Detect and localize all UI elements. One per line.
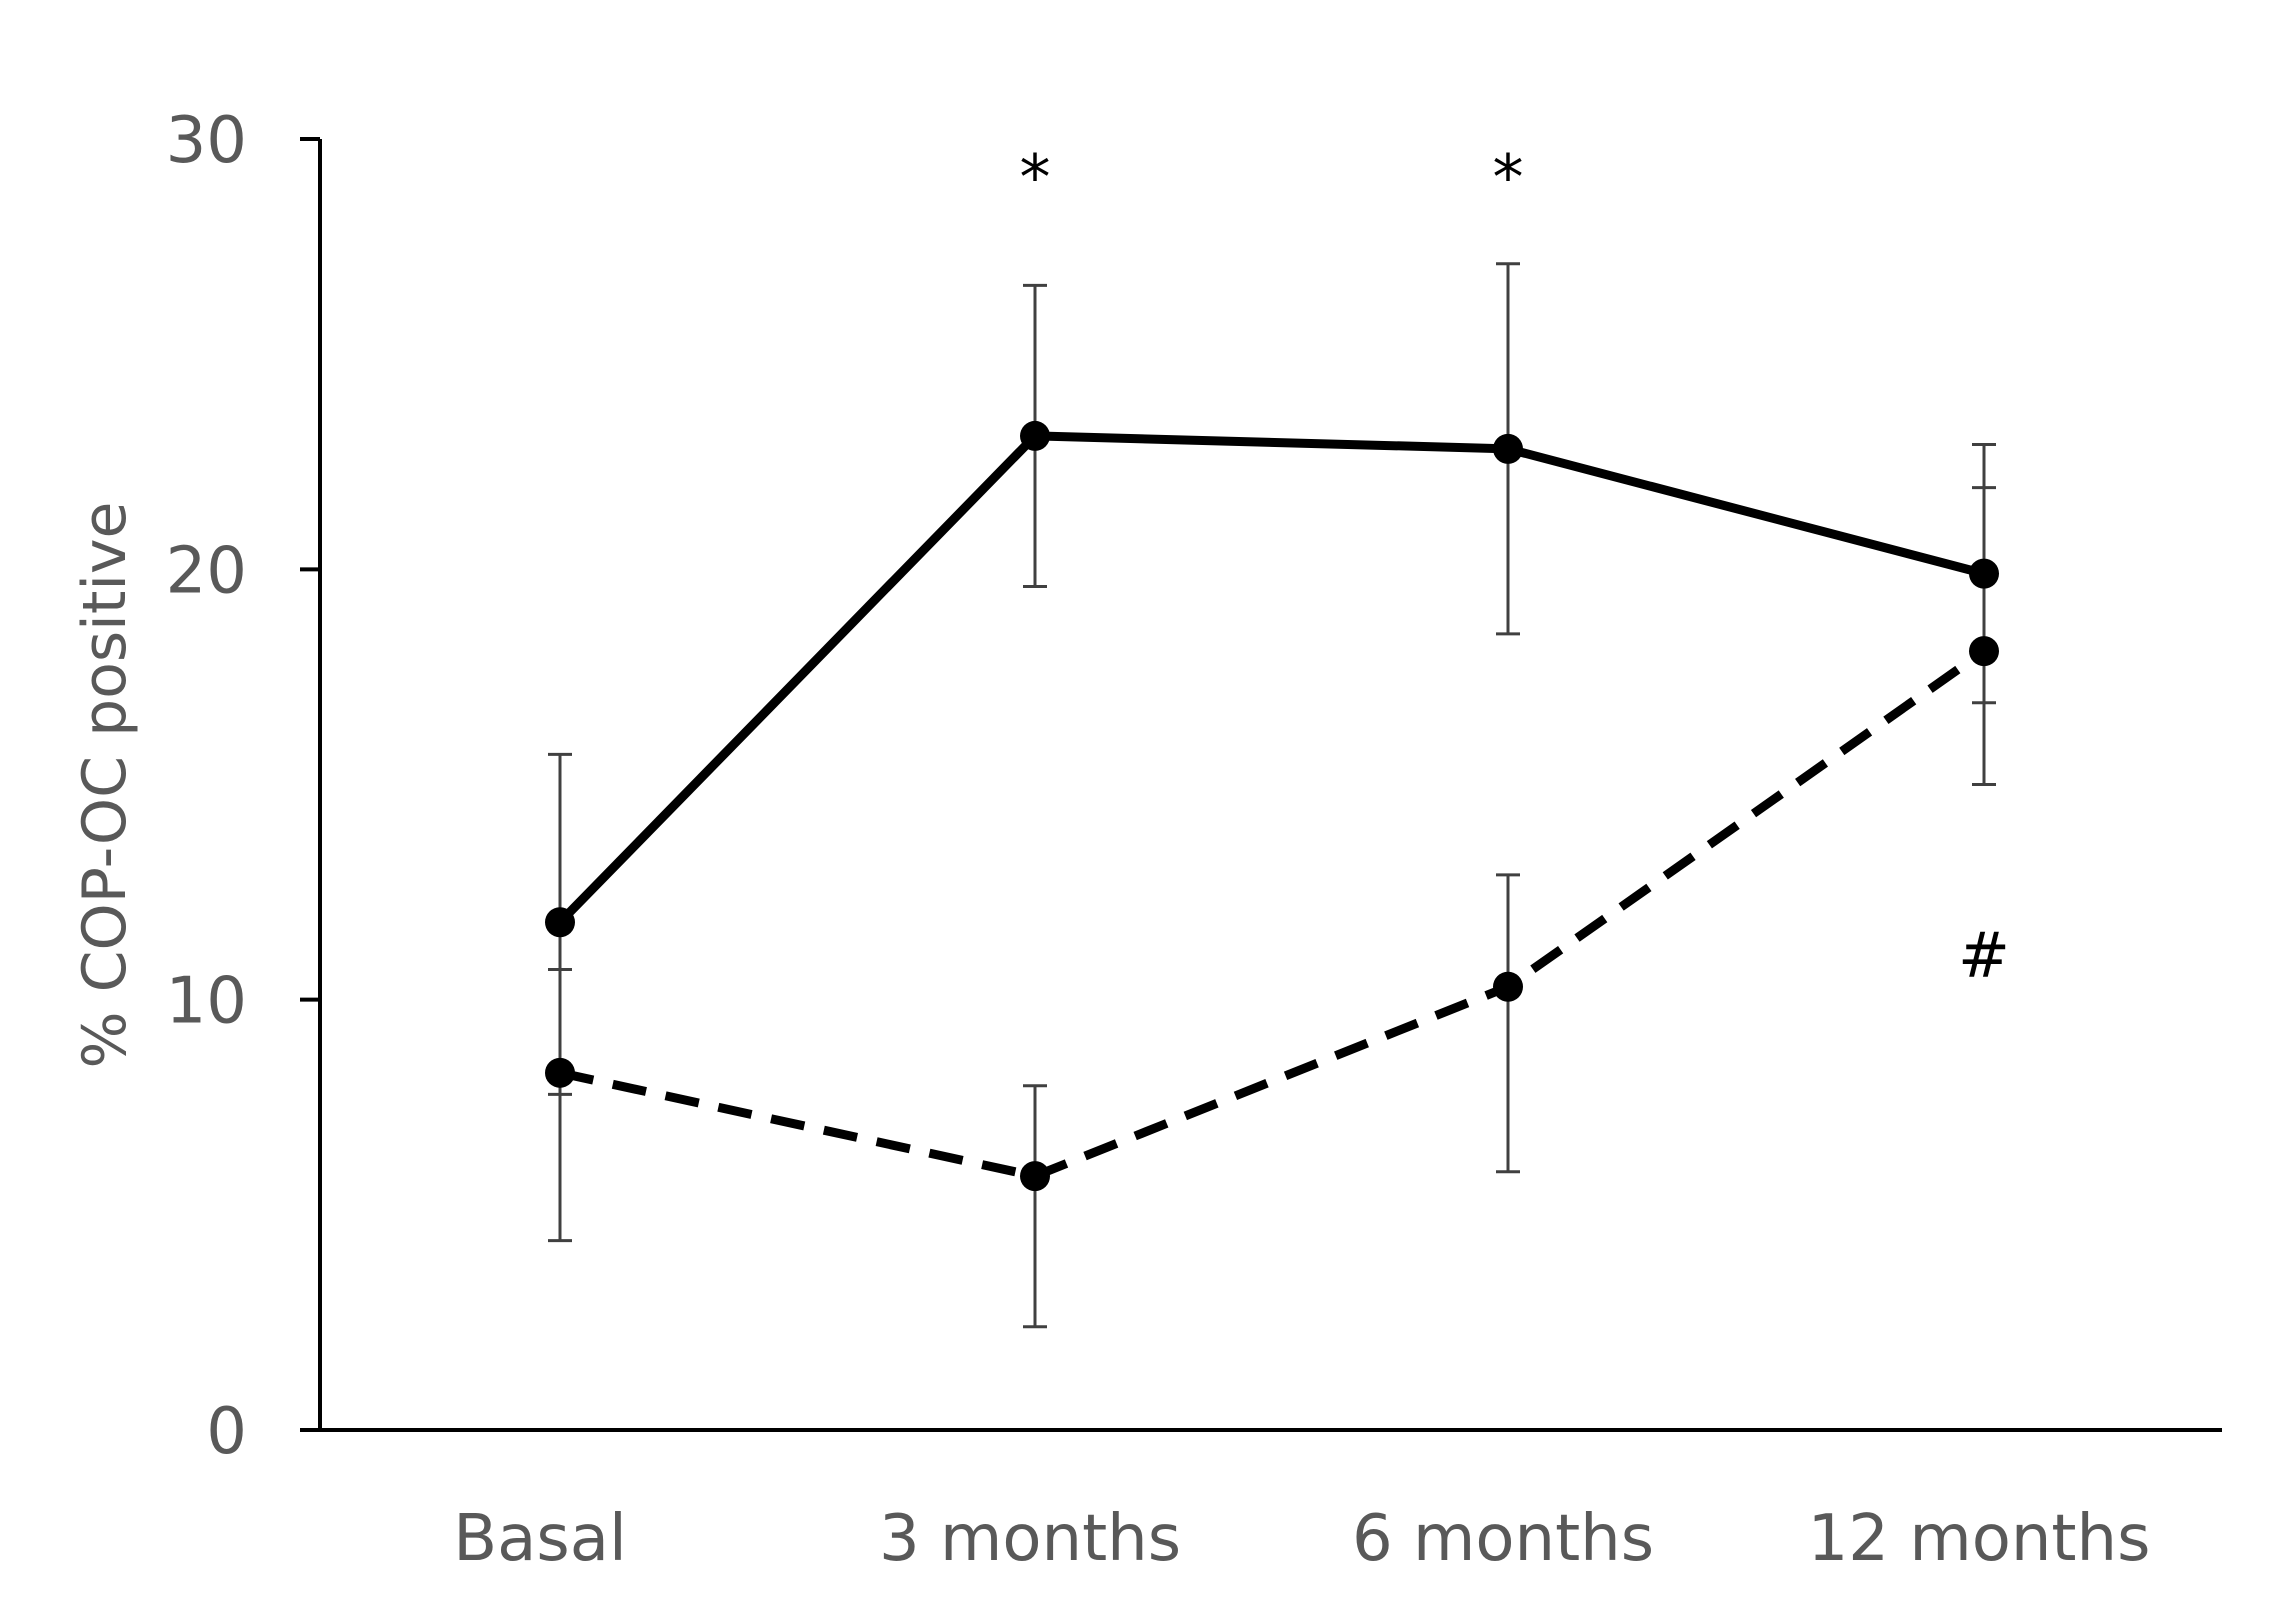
x-tick-label: Basal — [453, 1502, 626, 1576]
series-line-solid — [556, 431, 1986, 926]
data-point — [1020, 420, 1050, 451]
series-lines — [556, 431, 1987, 1181]
data-point — [1020, 1161, 1050, 1192]
data-point — [1493, 971, 1523, 1002]
axes — [300, 139, 2222, 1432]
data-point — [545, 907, 575, 938]
series-line-dashed — [559, 647, 1987, 1181]
significance-marker: * — [1493, 141, 1524, 214]
y-ticks: 0 10 20 30 — [166, 104, 320, 1469]
y-tick-label: 20 — [166, 534, 247, 608]
y-tick-label: 10 — [166, 965, 247, 1039]
annotations: * * # — [1020, 141, 2010, 992]
data-point — [1493, 433, 1523, 464]
x-labels: Basal 3 months 6 months 12 months — [453, 1502, 2150, 1576]
points — [545, 420, 1999, 1192]
x-tick-label: 12 months — [1808, 1502, 2151, 1576]
y-tick-label: 30 — [166, 104, 247, 178]
x-tick-label: 6 months — [1352, 1502, 1654, 1576]
y-axis-title: % COP-OC positive — [70, 502, 140, 1069]
significance-marker: * — [1020, 141, 1051, 214]
data-point — [1969, 558, 1999, 589]
y-tick-label: 0 — [206, 1395, 247, 1469]
x-tick-label: 3 months — [879, 1502, 1181, 1576]
data-point — [545, 1057, 575, 1088]
data-point — [1969, 636, 1999, 667]
significance-marker: # — [1958, 919, 2010, 992]
